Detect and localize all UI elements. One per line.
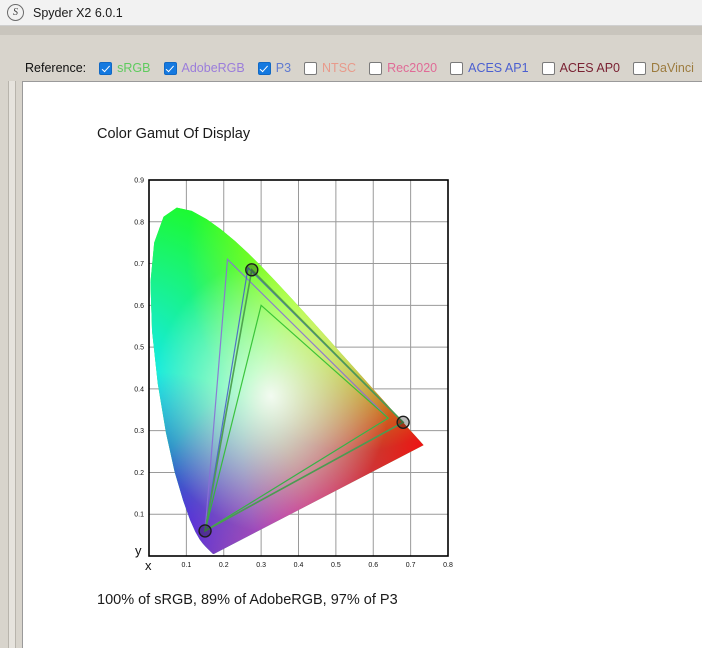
svg-text:0.1: 0.1: [182, 562, 192, 569]
reference-checkbox-aces-ap1[interactable]: [450, 61, 464, 75]
reference-item-aces-ap0[interactable]: ACES AP0: [541, 61, 621, 75]
svg-text:y: y: [135, 543, 142, 558]
reference-label-srgb: sRGB: [117, 61, 151, 75]
svg-text:0.6: 0.6: [368, 562, 378, 569]
page-title: Color Gamut Of Display: [97, 126, 251, 142]
app-logo-letter: S: [13, 7, 18, 18]
svg-text:0.7: 0.7: [134, 261, 144, 268]
svg-text:0.6: 0.6: [134, 303, 144, 310]
reference-checkbox-adobergb[interactable]: [163, 61, 177, 75]
svg-text:0.8: 0.8: [443, 562, 453, 569]
svg-text:0.2: 0.2: [219, 562, 229, 569]
svg-text:0.7: 0.7: [406, 562, 416, 569]
reference-item-rec2020[interactable]: Rec2020: [369, 61, 437, 75]
reference-label-adobergb: AdobeRGB: [181, 61, 245, 75]
svg-text:0.1: 0.1: [134, 512, 144, 519]
cie-chromaticity-chart: 0.1 0.2 0.3 0.4 0.5 0.6 0.7 0.8 0.1 0.2 0.3 0.4 0.5 0…: [103, 172, 453, 573]
reference-label-aces-ap0: ACES AP0: [559, 61, 621, 75]
svg-text:0.5: 0.5: [134, 345, 144, 352]
gamut-triangles: [203, 258, 405, 533]
window-title: Spyder X2 6.0.1: [33, 5, 123, 20]
window-title-bar: S Spyder X2 6.0.1: [0, 0, 702, 26]
reference-item-srgb[interactable]: sRGB: [99, 61, 151, 75]
svg-text:0.8: 0.8: [134, 219, 144, 226]
svg-text:0.9: 0.9: [134, 178, 144, 185]
reference-label-aces-ap1: ACES AP1: [468, 61, 529, 75]
reference-item-p3[interactable]: P3: [257, 61, 292, 75]
reference-label-rec2020: Rec2020: [387, 61, 438, 75]
svg-text:0.5: 0.5: [331, 562, 341, 569]
reference-checkbox-davinci[interactable]: [633, 61, 647, 75]
titlebar-divider-strip: [0, 26, 702, 35]
cie-chromaticity-svg: 0.1 0.2 0.3 0.4 0.5 0.6 0.7 0.8 0.1 0.2 0.3 0.4 0.5 0…: [134, 178, 453, 573]
svg-text:0.2: 0.2: [134, 470, 144, 477]
chart-axis-frame: [148, 179, 449, 557]
svg-text:x: x: [145, 558, 152, 572]
reference-gamut-selector: Reference: sRGB AdobeRGB P3 NTSC Rec2020 ACES…: [0, 55, 702, 81]
reference-label-davinci: DaVinci: [651, 61, 694, 75]
gamut-coverage-summary: 100% of sRGB, 89% of AdobeRGB, 97% of P3: [97, 592, 398, 608]
reference-label-ntsc: NTSC: [322, 61, 357, 75]
svg-text:0.4: 0.4: [294, 562, 304, 569]
chart-tick-labels: 0.1 0.2 0.3 0.4 0.5 0.6 0.7 0.8 0.1 0.2 0.3 0.4 0.5 0…: [134, 178, 453, 573]
reference-checkbox-ntsc[interactable]: [304, 61, 318, 75]
reference-checkbox-aces-ap0[interactable]: [541, 61, 555, 75]
svg-text:0.4: 0.4: [134, 386, 144, 393]
reference-checkbox-group: sRGB AdobeRGB P3 NTSC Rec2020 ACES AP1 ACES AP…: [86, 61, 694, 75]
reference-item-ntsc[interactable]: NTSC: [304, 61, 356, 75]
gamut-report-panel: Color Gamut Of Display: [22, 81, 702, 648]
reference-item-aces-ap1[interactable]: ACES AP1: [450, 61, 529, 75]
reference-label-p3: P3: [275, 61, 292, 75]
reference-checkbox-rec2020[interactable]: [369, 61, 383, 75]
cie-spectral-locus-fill: [150, 207, 424, 554]
svg-text:0.3: 0.3: [134, 428, 144, 435]
reference-label: Reference:: [25, 61, 87, 75]
panel-left-gutter: [8, 81, 16, 648]
reference-checkbox-srgb[interactable]: [99, 61, 113, 75]
gamut-vertex-markers: [198, 263, 410, 538]
reference-item-adobergb[interactable]: AdobeRGB: [163, 61, 245, 75]
reference-checkbox-p3[interactable]: [257, 61, 271, 75]
svg-text:0.3: 0.3: [256, 562, 266, 569]
app-logo-icon: S: [7, 4, 24, 21]
reference-item-davinci[interactable]: DaVinci: [633, 61, 694, 75]
